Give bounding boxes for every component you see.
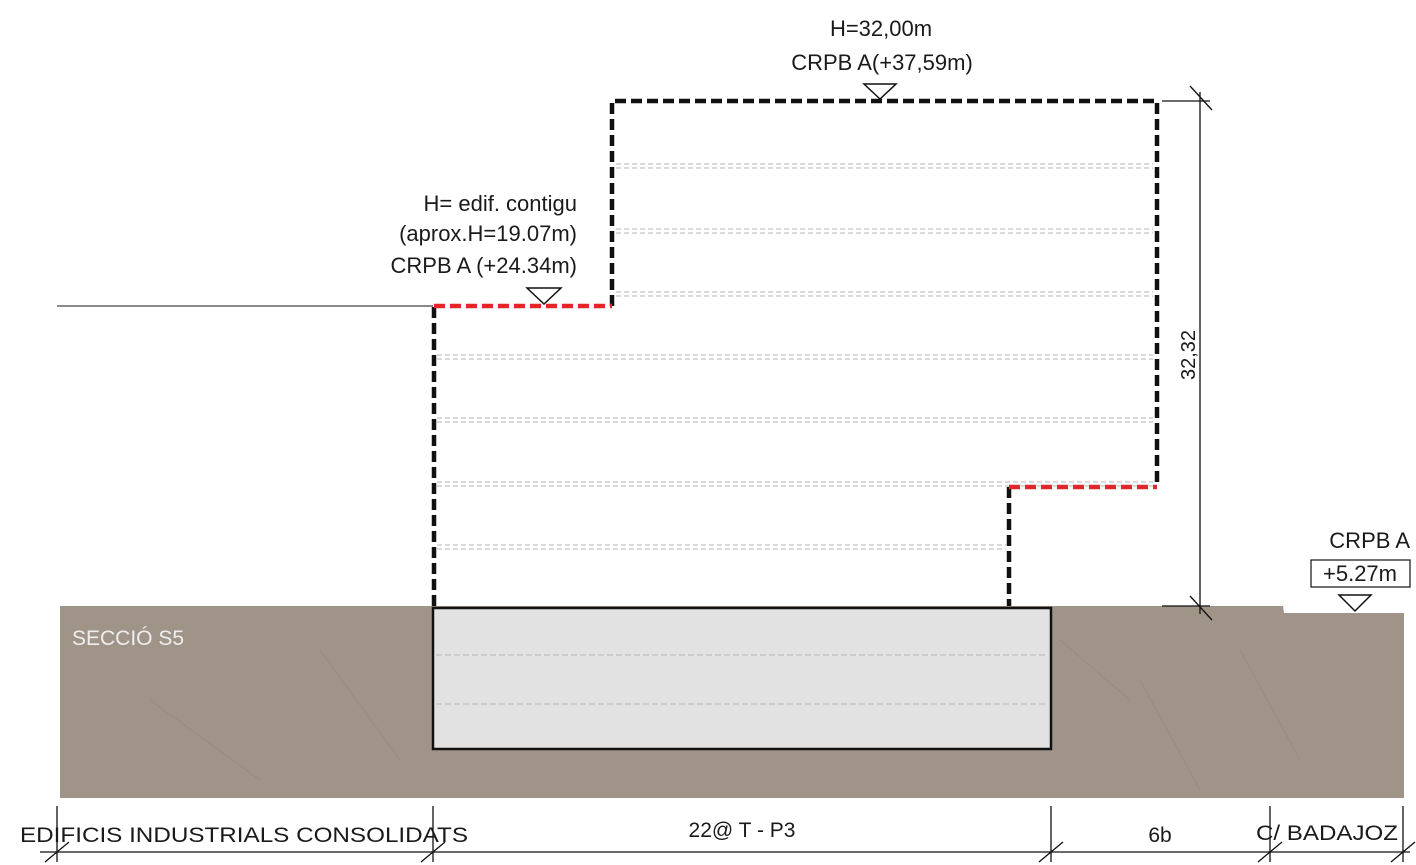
building-envelope (431, 98, 1160, 606)
ground-texture (149, 639, 1301, 791)
setback-lines (434, 303, 1157, 490)
zone-label-street: C/ BADAJOZ (1256, 822, 1398, 845)
level-marker-street (1337, 594, 1373, 613)
basement-floor-lines (436, 654, 1048, 705)
contiguous-height-label: H= edif. contigu (424, 191, 577, 216)
level-marker-contiguous (525, 287, 563, 306)
zone-label-6b: 6b (1148, 824, 1171, 847)
top-crpb-label: CRPB A(+37,59m) (791, 50, 973, 75)
contiguous-crpb-label: CRPB A (+24.34m) (391, 253, 577, 278)
zone-label-industrial: EDIFICIS INDUSTRIALS CONSOLIDATS (20, 824, 468, 847)
section-title: SECCIÓ S5 (72, 627, 184, 650)
vertical-dimension-value: 32,32 (1178, 330, 1200, 380)
vertical-dimension (1162, 85, 1213, 621)
basement (431, 606, 1053, 751)
contiguous-approx-label: (aprox.H=19.07m) (399, 221, 577, 246)
street-elevation-box (1310, 559, 1411, 588)
zone-label-22at: 22@ T - P3 (689, 819, 796, 842)
street-crpb-label: CRPB A (1329, 528, 1410, 553)
top-height-label: H=32,00m (830, 16, 932, 41)
zone-dimension-line (40, 806, 1416, 863)
level-marker-top (862, 83, 898, 101)
street-elevation-label: +5.27m (1323, 561, 1397, 586)
